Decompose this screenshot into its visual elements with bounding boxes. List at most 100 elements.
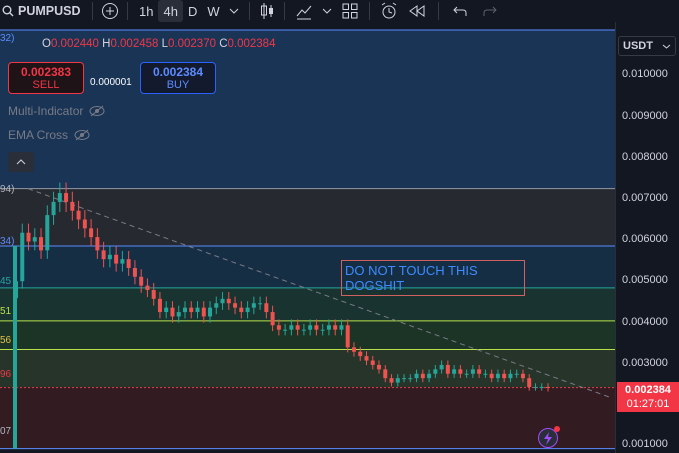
- redo-button[interactable]: [475, 0, 505, 22]
- candle-body: [182, 307, 187, 313]
- candle-body: [270, 312, 275, 326]
- redo-icon: [483, 6, 497, 16]
- eye-hidden-icon[interactable]: [74, 129, 90, 141]
- timeframe-W[interactable]: W: [207, 3, 220, 19]
- text-annotation[interactable]: DO NOT TOUCH THIS DOGSHIT: [341, 260, 525, 296]
- candle-body: [251, 303, 256, 308]
- indicators-button[interactable]: [291, 0, 317, 22]
- open-label: O: [42, 38, 51, 50]
- timeframe-4h[interactable]: 4h: [158, 0, 183, 22]
- replay-button[interactable]: [402, 0, 432, 22]
- candle-body: [520, 373, 525, 379]
- divider: [437, 2, 439, 20]
- chart-pane[interactable]: O0.002440 H0.002458 L0.002370 C0.002384 …: [0, 22, 615, 453]
- chevron-down-icon: [322, 8, 331, 14]
- candle-body: [383, 369, 388, 379]
- price-tick: 0.007000: [622, 192, 668, 204]
- buy-price: 0.002384: [152, 65, 204, 79]
- indicator-ema-cross[interactable]: EMA Cross: [8, 128, 90, 142]
- candle-body: [295, 325, 300, 330]
- sell-price: 0.002383: [20, 65, 72, 79]
- timeframe-1h[interactable]: 1h: [139, 3, 154, 19]
- divider: [92, 2, 93, 20]
- left-scale-label: 32): [0, 33, 15, 44]
- timeframe-dropdown[interactable]: [225, 0, 243, 22]
- candle-body: [495, 373, 500, 379]
- candle-body: [233, 303, 238, 308]
- left-scale-label: 07: [0, 426, 12, 437]
- divider: [248, 2, 250, 20]
- candle-body: [320, 329, 325, 331]
- timeframe-D[interactable]: D: [187, 3, 198, 19]
- rewind-icon: [408, 5, 425, 17]
- candle-body: [120, 259, 125, 264]
- candle-body: [76, 210, 81, 220]
- candle-body: [370, 360, 375, 365]
- candle-body: [82, 219, 87, 229]
- candle-body: [351, 347, 356, 352]
- undo-button[interactable]: [445, 0, 475, 22]
- zone-band: [0, 349, 615, 388]
- ohlc-legend: O0.002440 H0.002458 L0.002370 C0.002384: [42, 38, 275, 50]
- candle-body: [126, 259, 131, 268]
- layout-button[interactable]: [337, 0, 363, 22]
- candle-body: [514, 373, 519, 375]
- candle-body: [289, 325, 294, 330]
- price-tick: 0.004000: [622, 316, 668, 328]
- candle-body: [452, 369, 457, 374]
- candle-body: [364, 356, 369, 361]
- candle-body: [377, 364, 382, 370]
- alert-button[interactable]: [376, 0, 402, 22]
- current-price-tag: 0.002384 01:27:01: [617, 382, 679, 412]
- buy-button[interactable]: 0.002384 BUY: [140, 62, 216, 94]
- candle-body: [314, 325, 319, 330]
- candle-body: [308, 325, 313, 330]
- candle-body: [45, 215, 50, 251]
- candle-body: [201, 307, 206, 317]
- candle-body: [70, 201, 75, 211]
- symbol-search[interactable]: PUMPUSD: [0, 0, 86, 22]
- indicators-dropdown[interactable]: [317, 0, 337, 22]
- candle-body: [439, 364, 444, 370]
- candle-body: [333, 325, 338, 330]
- bar-countdown: 01:27:01: [626, 398, 670, 410]
- divider: [127, 2, 128, 20]
- price-axis[interactable]: USDT 0.010000 0.009000 0.008000 0.007000…: [615, 22, 679, 453]
- candle-body: [539, 386, 544, 388]
- candle-body: [477, 369, 482, 374]
- candle-body: [157, 298, 162, 313]
- chart-type-button[interactable]: [256, 0, 278, 22]
- price-chart: [0, 29, 615, 450]
- currency-selector[interactable]: USDT: [618, 36, 676, 56]
- annotation-line-1: DO NOT TOUCH THIS: [345, 263, 478, 278]
- price-tick: 0.010000: [622, 68, 668, 80]
- lightning-icon: [544, 432, 552, 445]
- candle-body: [508, 373, 513, 379]
- candle-body: [301, 329, 306, 331]
- price-tick: 0.009000: [622, 110, 668, 122]
- high-label: H: [102, 38, 111, 50]
- candle-body: [151, 290, 156, 299]
- candle-body: [32, 237, 37, 242]
- low-label: L: [161, 38, 169, 50]
- candle-body: [445, 364, 450, 374]
- candle-body: [420, 373, 425, 379]
- compare-add-button[interactable]: [99, 0, 121, 22]
- sell-label: SELL: [32, 79, 60, 91]
- eye-hidden-icon[interactable]: [89, 105, 105, 117]
- sell-button[interactable]: 0.002383 SELL: [8, 62, 84, 94]
- quick-action-button[interactable]: [538, 426, 560, 448]
- candle-body: [189, 307, 194, 313]
- left-scale-label: 51: [0, 306, 12, 317]
- candle-body: [402, 378, 407, 380]
- chevron-up-icon: [16, 159, 26, 165]
- candle-body: [39, 237, 44, 251]
- spread-value: 0.000001: [90, 77, 132, 88]
- candle-body: [414, 373, 419, 379]
- annotation-line-2: DOGSHIT: [345, 278, 405, 293]
- collapse-indicators-button[interactable]: [8, 152, 34, 172]
- indicator-multi[interactable]: Multi-Indicator: [8, 104, 105, 118]
- plus-circle-icon: [102, 3, 118, 19]
- candle-body: [208, 307, 213, 317]
- candle-body: [89, 228, 94, 238]
